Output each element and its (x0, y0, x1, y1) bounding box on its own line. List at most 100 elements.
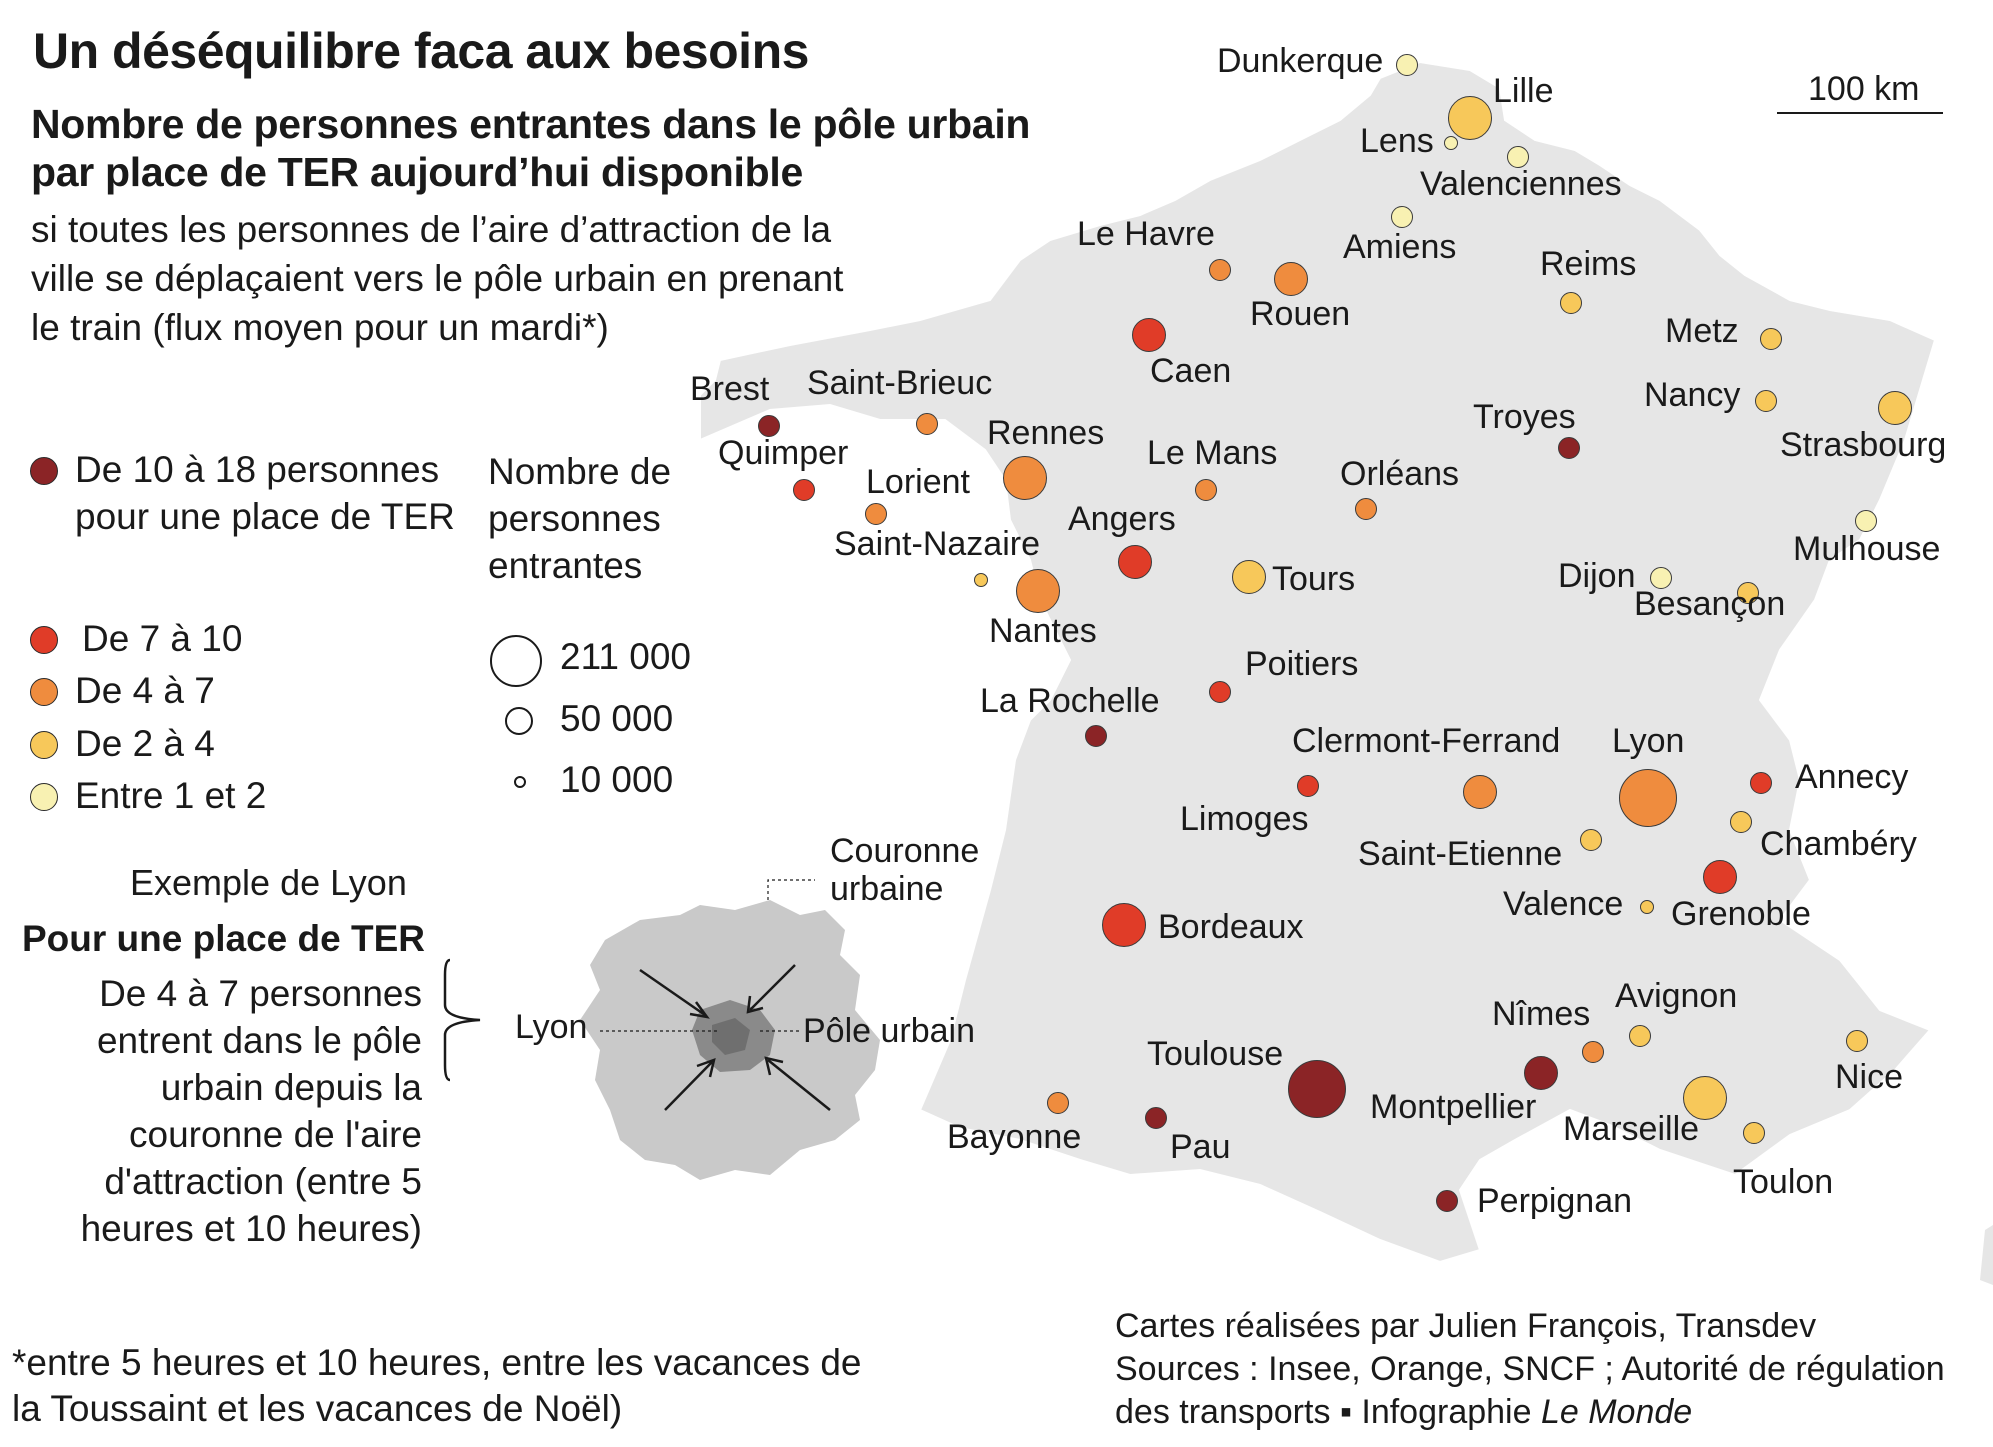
city-marker-saint-etienne (1580, 829, 1602, 851)
brace-icon (443, 958, 481, 1082)
city-label-poitiers: Poitiers (1245, 645, 1359, 683)
city-marker-la-rochelle (1085, 725, 1107, 747)
credits: Cartes réalisées par Julien François, Tr… (1115, 1305, 1993, 1434)
city-label-strasbourg: Strasbourg (1780, 426, 1947, 464)
city-marker-saint-brieuc (916, 413, 938, 435)
lyon-inset (580, 879, 880, 1180)
city-marker-metz (1760, 328, 1782, 350)
size-label-medium: 50 000 (560, 698, 674, 739)
lyon-example-bold: Pour une place de TER (22, 918, 425, 959)
legend-label-1-2: Entre 1 et 2 (75, 775, 267, 816)
city-label-saint-etienne: Saint-Etienne (1358, 835, 1563, 873)
city-marker-quimper (793, 479, 815, 501)
credits-line-2: Sources : Insee, Orange, SNCF ; Autorité… (1115, 1350, 1945, 1388)
city-label-saint-nazaire: Saint-Nazaire (834, 525, 1040, 563)
city-label-amiens: Amiens (1343, 228, 1457, 266)
city-marker-lille (1448, 96, 1492, 140)
city-label-nice: Nice (1835, 1058, 1904, 1096)
city-marker-pau (1145, 1107, 1167, 1129)
city-label-troyes: Troyes (1473, 398, 1576, 436)
credits-line-3: des transports ▪ Infographie Le Monde (1115, 1393, 1693, 1431)
city-label-toulouse: Toulouse (1147, 1035, 1284, 1073)
city-label-tours: Tours (1272, 560, 1356, 598)
lyon-pole-label: Pôle urbain (803, 1012, 976, 1050)
city-label-angers: Angers (1068, 500, 1176, 538)
city-marker-caen (1132, 318, 1166, 352)
city-marker-poitiers (1209, 681, 1231, 703)
city-marker-grenoble (1703, 860, 1737, 894)
city-marker-troyes (1558, 437, 1580, 459)
city-label-nancy: Nancy (1644, 376, 1741, 414)
legend-label-10-18: De 10 à 18 personnes pour une place de T… (75, 449, 455, 537)
city-label-lyon: Lyon (1612, 722, 1685, 760)
city-label-marseille: Marseille (1563, 1110, 1700, 1148)
city-marker-le-mans (1195, 479, 1217, 501)
city-marker-toulouse (1288, 1060, 1346, 1118)
arrow-icons (639, 964, 831, 1111)
page-subtitle: Nombre de personnes entrantes dans le pô… (31, 101, 1031, 195)
legend-swatch-2-4 (30, 731, 58, 759)
city-marker-lyon (1619, 769, 1677, 827)
page-description: si toutes les personnes de l’aire d’attr… (31, 209, 844, 348)
city-marker-toulon (1743, 1122, 1765, 1144)
city-label-dunkerque: Dunkerque (1217, 42, 1384, 80)
page-title: Un déséquilibre faca aux besoins (33, 23, 809, 79)
city-marker-nantes (1016, 569, 1060, 613)
legend-swatch-7-10 (30, 626, 58, 654)
city-marker-rouen (1274, 262, 1308, 296)
city-marker-reims (1560, 292, 1582, 314)
lyon-example-text: De 4 à 7 personnes entrent dans le pôle … (80, 973, 422, 1249)
city-marker-nancy (1755, 390, 1777, 412)
city-marker-le-havre (1209, 259, 1231, 281)
city-label-dijon: Dijon (1558, 557, 1636, 595)
city-label-saint-brieuc: Saint-Brieuc (807, 364, 993, 402)
city-label-montpellier: Montpellier (1370, 1088, 1537, 1126)
city-marker-bordeaux (1102, 903, 1146, 947)
city-marker-rennes (1003, 456, 1047, 500)
legend-swatch-1-2 (30, 783, 58, 811)
city-label-perpignan: Perpignan (1477, 1182, 1633, 1220)
city-label-grenoble: Grenoble (1671, 895, 1811, 933)
scale-label: 100 km (1808, 70, 1920, 108)
lyon-couronne-label: Couronne urbaine (830, 832, 980, 908)
legend-label-4-7: De 4 à 7 (75, 670, 215, 711)
city-label-pau: Pau (1170, 1128, 1231, 1166)
city-label-lille: Lille (1493, 72, 1554, 110)
city-label-nantes: Nantes (989, 612, 1097, 650)
city-marker-orleans (1355, 498, 1377, 520)
city-marker-perpignan (1436, 1190, 1458, 1212)
city-label-le-mans: Le Mans (1147, 434, 1278, 472)
city-label-besancon: Besançon (1634, 585, 1786, 623)
city-marker-dijon (1650, 567, 1672, 589)
city-marker-saint-nazaire (974, 573, 988, 587)
city-marker-amiens (1391, 206, 1413, 228)
city-label-bordeaux: Bordeaux (1158, 908, 1304, 946)
city-label-metz: Metz (1665, 312, 1739, 350)
france-landmass (699, 60, 1937, 1264)
city-label-rouen: Rouen (1250, 295, 1351, 333)
city-marker-lens (1444, 136, 1458, 150)
city-marker-chambery (1730, 811, 1752, 833)
city-label-le-havre: Le Havre (1077, 215, 1215, 253)
size-circle-small (514, 776, 526, 788)
city-marker-strasbourg (1878, 391, 1912, 425)
lyon-inset-city-label: Lyon (515, 1008, 588, 1046)
size-label-large: 211 000 (560, 636, 691, 677)
lyon-example-heading: Exemple de Lyon (130, 862, 407, 903)
corsica-edge (1980, 1225, 1993, 1285)
city-marker-besancon (1737, 582, 1759, 604)
size-circle-large (490, 635, 542, 687)
city-label-lorient: Lorient (866, 463, 970, 501)
city-label-bayonne: Bayonne (947, 1118, 1082, 1156)
credits-line-1: Cartes réalisées par Julien François, Tr… (1115, 1307, 1817, 1345)
legend-swatch-4-7 (30, 678, 58, 706)
city-marker-brest (758, 415, 780, 437)
city-marker-annecy (1750, 772, 1772, 794)
city-marker-nice (1846, 1030, 1868, 1052)
city-marker-mulhouse (1855, 510, 1877, 532)
city-label-lens: Lens (1360, 122, 1434, 160)
city-marker-nimes (1582, 1041, 1604, 1063)
city-marker-bayonne (1047, 1092, 1069, 1114)
city-marker-clermont-ferrand (1463, 775, 1497, 809)
